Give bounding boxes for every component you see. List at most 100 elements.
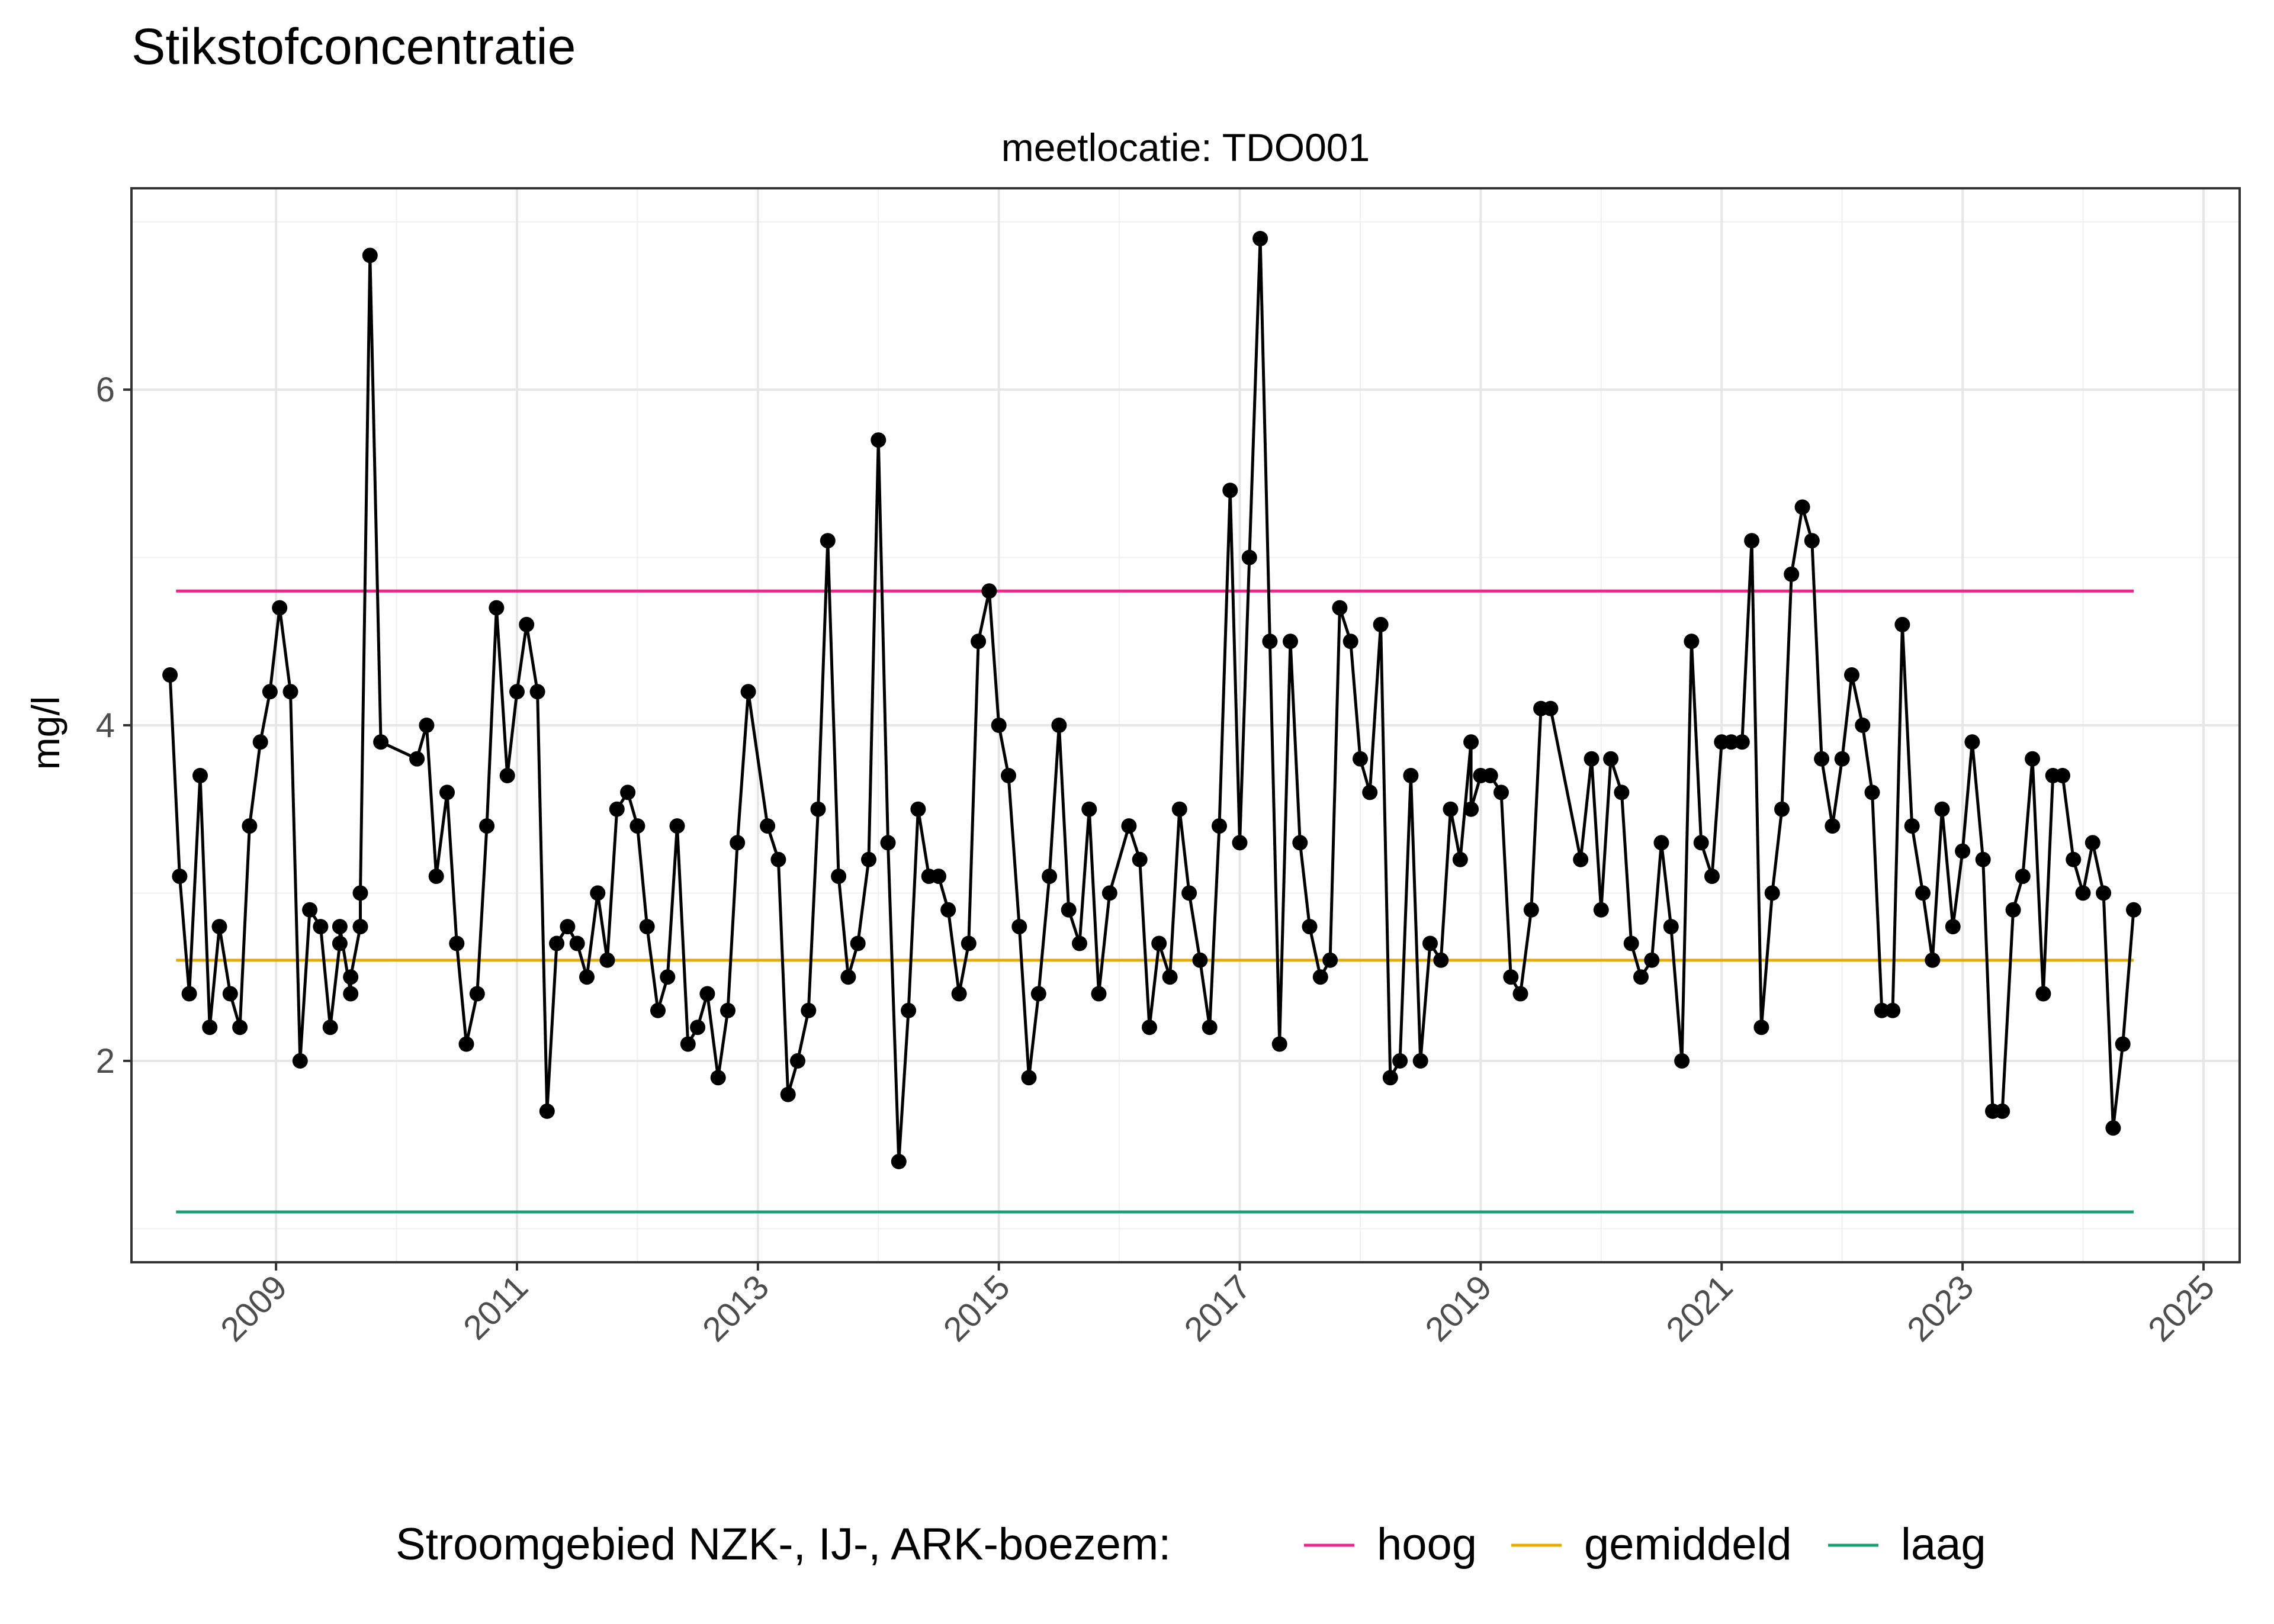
data-point [1874, 1002, 1890, 1018]
data-point [1623, 935, 1639, 951]
data-point [2055, 768, 2070, 783]
data-point [1422, 935, 1438, 951]
data-point [1030, 986, 1046, 1002]
y-axis-label: mg/l [24, 696, 68, 770]
data-point [479, 818, 495, 834]
data-point [1653, 835, 1669, 851]
data-point [2025, 751, 2041, 767]
data-point [2075, 885, 2091, 901]
data-point [1744, 533, 1760, 549]
data-point [760, 818, 776, 834]
data-point [2066, 851, 2082, 867]
data-point [1433, 952, 1449, 968]
data-point [1292, 835, 1308, 851]
data-point [1804, 533, 1820, 549]
data-point [2005, 902, 2021, 918]
data-point [801, 1002, 817, 1018]
data-point [639, 919, 655, 935]
data-point [242, 818, 258, 834]
data-point [1362, 784, 1378, 800]
data-point [549, 935, 565, 951]
data-point [1353, 751, 1368, 767]
data-point [820, 533, 836, 549]
data-point [1412, 1053, 1428, 1069]
legend-label-laag: laag [1901, 1519, 1986, 1570]
data-point [1121, 818, 1137, 834]
data-point [1373, 616, 1389, 632]
facet-label: meetlocatie: TDO001 [1001, 126, 1370, 169]
data-point [1964, 734, 1980, 750]
data-point [1463, 734, 1479, 750]
data-point [850, 935, 866, 951]
data-point [1222, 483, 1238, 499]
data-point [669, 818, 685, 834]
legend-label-gemiddeld: gemiddeld [1584, 1519, 1792, 1570]
data-point [991, 718, 1007, 733]
data-point [1704, 869, 1720, 885]
data-point [439, 784, 455, 800]
y-tick-label: 2 [96, 1042, 115, 1080]
data-point [211, 919, 227, 935]
data-point [861, 851, 876, 867]
data-point [262, 684, 278, 700]
data-point [690, 1020, 706, 1035]
data-point [1403, 768, 1419, 783]
data-point [871, 432, 887, 448]
data-point [1734, 734, 1750, 750]
data-point [499, 768, 515, 783]
data-point [1814, 751, 1830, 767]
data-point [1925, 952, 1941, 968]
data-point [1834, 751, 1850, 767]
data-point [172, 869, 188, 885]
data-point [1934, 801, 1950, 817]
data-point [1021, 1070, 1037, 1086]
data-point [810, 801, 826, 817]
data-point [1332, 600, 1348, 616]
data-point [1593, 902, 1609, 918]
data-point [1482, 768, 1498, 783]
data-point [332, 919, 348, 935]
data-point [1241, 549, 1257, 565]
data-point [780, 1086, 796, 1102]
data-point [1945, 919, 1961, 935]
data-point [1072, 935, 1087, 951]
data-point [650, 1002, 666, 1018]
data-point [1603, 751, 1619, 767]
data-point [1774, 801, 1790, 817]
data-point [2105, 1120, 2121, 1136]
data-point [1674, 1053, 1690, 1069]
legend-title: Stroomgebied NZK-, IJ-, ARK-boezem: [396, 1519, 1171, 1570]
data-point [2115, 1036, 2131, 1052]
data-point [1212, 818, 1227, 834]
data-point [252, 734, 268, 750]
data-point [1202, 1020, 1218, 1035]
data-point [1693, 835, 1709, 851]
data-point [192, 768, 208, 783]
data-point [1633, 969, 1649, 985]
legend-label-hoog: hoog [1377, 1519, 1477, 1570]
data-point [1503, 969, 1519, 985]
data-point [1283, 633, 1298, 649]
data-point [343, 969, 359, 985]
data-point [660, 969, 676, 985]
data-point [373, 734, 389, 750]
data-point [831, 869, 847, 885]
data-point [1864, 784, 1880, 800]
data-point [1392, 1053, 1408, 1069]
data-point [469, 986, 485, 1002]
data-point [1994, 1103, 2010, 1119]
data-point [629, 818, 645, 834]
data-point [790, 1053, 805, 1069]
data-point [720, 1002, 735, 1018]
data-point [1101, 885, 1117, 901]
data-point [529, 684, 545, 700]
data-point [519, 616, 535, 632]
data-point [1463, 801, 1479, 817]
data-point [1382, 1070, 1398, 1086]
data-point [1232, 835, 1248, 851]
data-point [1614, 784, 1630, 800]
data-point [343, 986, 359, 1002]
data-point [1975, 851, 1991, 867]
data-point [162, 667, 178, 683]
data-point [449, 935, 465, 951]
